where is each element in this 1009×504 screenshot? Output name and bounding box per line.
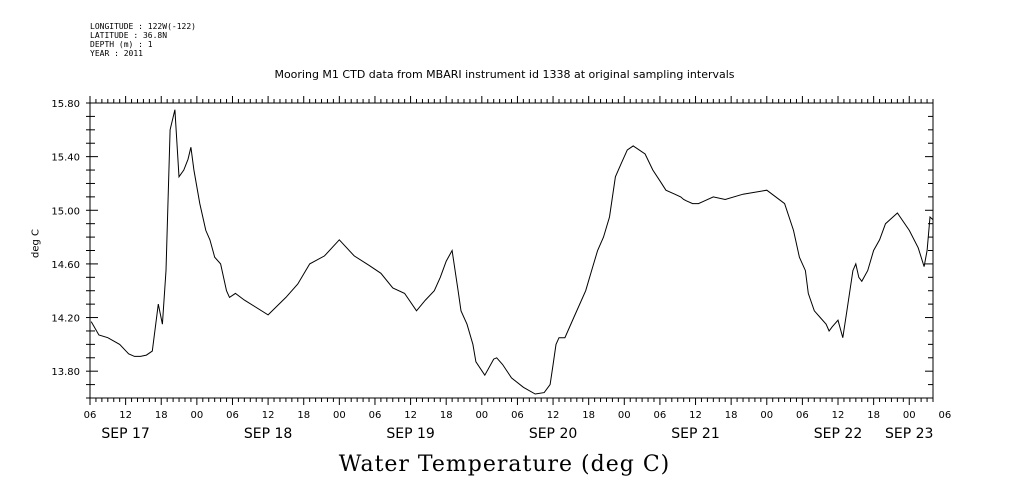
x-tick-label: 06 bbox=[226, 410, 239, 421]
x-tick-label: 06 bbox=[369, 410, 382, 421]
y-tick-label: 15.80 bbox=[51, 99, 80, 110]
metadata-longitude: LONGITUDE : 122W(-122) bbox=[90, 22, 196, 31]
x-tick-label: 00 bbox=[903, 410, 916, 421]
x-day-label: SEP 17 bbox=[101, 426, 149, 442]
x-tick-label: 18 bbox=[297, 410, 310, 421]
x-day-label: SEP 20 bbox=[529, 426, 577, 442]
x-tick-label: 12 bbox=[119, 410, 132, 421]
metadata-latitude: LATITUDE : 36.8N bbox=[90, 31, 168, 40]
y-tick-label: 15.00 bbox=[51, 206, 80, 217]
x-day-label: SEP 19 bbox=[386, 426, 434, 442]
x-tick-label: 00 bbox=[475, 410, 488, 421]
chart-title: Mooring M1 CTD data from MBARI instrumen… bbox=[274, 68, 735, 81]
x-tick-label: 06 bbox=[796, 410, 809, 421]
x-tick-label: 12 bbox=[832, 410, 845, 421]
x-tick-label: 12 bbox=[404, 410, 417, 421]
x-tick-label: 12 bbox=[689, 410, 702, 421]
x-tick-label: 18 bbox=[582, 410, 595, 421]
y-tick-label: 14.20 bbox=[51, 314, 80, 325]
x-tick-label: 00 bbox=[333, 410, 346, 421]
x-day-label: SEP 18 bbox=[244, 426, 292, 442]
x-axis-label: Water Temperature (deg C) bbox=[338, 452, 671, 477]
x-day-label: SEP 21 bbox=[671, 426, 719, 442]
x-tick-label: 06 bbox=[939, 410, 952, 421]
x-tick-label: 06 bbox=[654, 410, 667, 421]
x-tick-label: 00 bbox=[190, 410, 203, 421]
metadata-depth: DEPTH (m) : 1 bbox=[90, 40, 153, 49]
metadata-block: LONGITUDE : 122W(-122) LATITUDE : 36.8N … bbox=[90, 22, 196, 58]
x-tick-label: 00 bbox=[618, 410, 631, 421]
plot-frame bbox=[89, 102, 934, 399]
y-tick-label: 13.80 bbox=[51, 367, 80, 378]
x-tick-label: 12 bbox=[547, 410, 560, 421]
x-tick-label: 06 bbox=[511, 410, 524, 421]
x-tick-label: 12 bbox=[262, 410, 275, 421]
x-day-label: SEP 23 bbox=[885, 426, 933, 442]
x-tick-label: 06 bbox=[84, 410, 97, 421]
x-tick-label: 18 bbox=[725, 410, 738, 421]
metadata-year: YEAR : 2011 bbox=[90, 49, 143, 58]
x-day-label: SEP 22 bbox=[814, 426, 862, 442]
x-tick-label: 18 bbox=[155, 410, 168, 421]
x-tick-label: 18 bbox=[440, 410, 453, 421]
y-tick-label: 15.40 bbox=[51, 153, 80, 164]
temperature-line bbox=[90, 109, 934, 395]
x-tick-label: 18 bbox=[867, 410, 880, 421]
y-tick-label: 14.60 bbox=[51, 260, 80, 271]
x-tick-label: 00 bbox=[760, 410, 773, 421]
